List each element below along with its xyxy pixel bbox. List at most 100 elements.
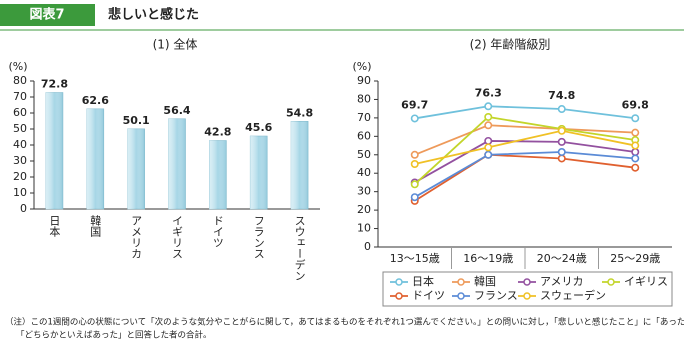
legend-label: 韓国 xyxy=(474,275,496,288)
series-line xyxy=(414,116,636,185)
value-label: 74.8 xyxy=(548,89,575,102)
point xyxy=(484,112,493,121)
x-tick-label: 25～29歳 xyxy=(610,252,660,265)
point xyxy=(631,128,640,137)
note-line: （注）この1週間の心の状態について「次のような気分やことがらに関して，あてはまる… xyxy=(5,317,684,328)
y-tick-label: 60 xyxy=(13,106,27,119)
point xyxy=(631,114,640,123)
value-label: 72.8 xyxy=(41,78,68,91)
x-tick-label: 16～19歳 xyxy=(463,252,513,265)
y-tick-label: 80 xyxy=(13,74,27,87)
point xyxy=(410,150,419,159)
legend-label: ドイツ xyxy=(412,289,445,302)
y-tick-label: 60 xyxy=(357,129,371,142)
x-tick-label: フランス xyxy=(252,215,265,259)
legend-marker xyxy=(395,278,403,286)
series-line xyxy=(414,153,636,202)
point xyxy=(484,121,493,130)
point xyxy=(484,136,493,145)
point xyxy=(484,143,493,152)
legend-marker xyxy=(607,278,615,286)
legend-label: スウェーデン xyxy=(540,288,606,302)
point xyxy=(557,154,566,163)
value-label: 45.6 xyxy=(245,121,272,134)
value-label: 76.3 xyxy=(475,86,502,99)
point xyxy=(557,105,566,114)
x-tick-label: イギリス xyxy=(171,215,184,259)
bar-shade xyxy=(209,140,227,209)
chart-title: (1) 全体 xyxy=(153,37,198,52)
legend-box xyxy=(382,271,673,307)
legend-label: フランス xyxy=(474,289,518,302)
y-tick-label: 40 xyxy=(357,166,371,179)
point xyxy=(410,193,419,202)
series-line xyxy=(414,129,636,165)
point xyxy=(557,126,566,135)
note-line: 「どちらかといえばあった」と回答した者の合計。 xyxy=(16,330,212,341)
chart-title: (2) 年齢階級別 xyxy=(470,37,551,52)
y-tick-label: 10 xyxy=(357,222,371,235)
y-tick-label: 20 xyxy=(357,203,371,216)
point xyxy=(557,148,566,157)
series-line xyxy=(414,151,636,198)
value-label: 54.8 xyxy=(286,106,313,119)
x-tick-label: 韓国 xyxy=(89,215,102,238)
header-label: 図表7 xyxy=(29,7,64,23)
legend-marker xyxy=(523,292,531,300)
y-tick-label: 80 xyxy=(357,92,371,105)
value-label: 69.7 xyxy=(401,98,428,111)
y-tick-label: 20 xyxy=(13,170,27,183)
bar-shade xyxy=(127,128,145,209)
point xyxy=(557,137,566,146)
point xyxy=(631,154,640,163)
x-tick-label: 日本 xyxy=(48,215,61,238)
header-title: 悲しいと感じた xyxy=(108,7,199,23)
x-tick-label: 13～15歳 xyxy=(390,252,440,265)
y-tick-label: 50 xyxy=(13,122,27,135)
y-tick-label: 40 xyxy=(13,138,27,151)
value-label: 56.4 xyxy=(163,104,190,117)
x-tick-label: スウェーデン xyxy=(293,215,306,281)
bar-shade xyxy=(168,118,186,209)
point xyxy=(631,163,640,172)
legend-label: 日本 xyxy=(412,274,434,288)
y-tick-label: 30 xyxy=(13,154,27,167)
legend-marker xyxy=(523,278,531,286)
series-line xyxy=(414,140,636,184)
x-tick-label: 20～24歳 xyxy=(537,252,587,265)
point xyxy=(410,160,419,169)
point xyxy=(631,141,640,150)
point xyxy=(410,180,419,189)
value-label: 62.6 xyxy=(82,94,109,107)
point xyxy=(631,148,640,157)
value-label: 50.1 xyxy=(123,114,150,127)
x-tick-label: ドイツ xyxy=(211,215,224,248)
y-tick-label: 90 xyxy=(357,74,371,87)
bar-shade xyxy=(86,108,104,209)
series-line xyxy=(414,124,636,156)
value-label: 42.8 xyxy=(204,126,231,139)
x-tick-label: アメリカ xyxy=(130,215,143,259)
bar-shade xyxy=(291,121,309,209)
point xyxy=(410,114,419,123)
y-tick-label: 0 xyxy=(20,202,27,215)
value-label: 69.8 xyxy=(622,98,649,111)
point xyxy=(484,150,493,159)
y-tick-label: 50 xyxy=(357,148,371,161)
y-tick-label: 70 xyxy=(13,90,27,103)
legend-label: イギリス xyxy=(624,275,668,288)
header-badge xyxy=(0,4,95,26)
legend-label: アメリカ xyxy=(540,275,583,288)
y-axis-unit: (%) xyxy=(8,60,27,73)
legend-marker xyxy=(395,292,403,300)
legend-marker xyxy=(457,292,465,300)
legend-marker xyxy=(457,278,465,286)
y-tick-label: 10 xyxy=(13,186,27,199)
y-tick-label: 70 xyxy=(357,111,371,124)
bar-shade xyxy=(250,136,268,209)
y-axis-unit: (%) xyxy=(352,60,371,73)
series-line xyxy=(414,105,636,120)
y-tick-label: 0 xyxy=(364,240,371,253)
